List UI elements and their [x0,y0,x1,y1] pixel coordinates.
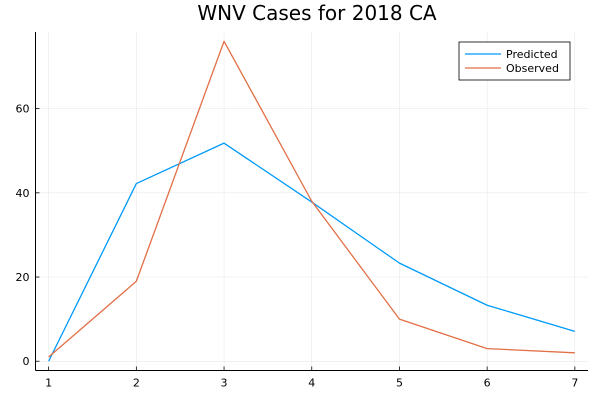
grid-layer [35,32,588,371]
x-tick-label: 6 [484,377,491,390]
y-tick-label: 0 [23,355,30,368]
x-tick-label: 3 [221,377,228,390]
axis-layer: 1 2 3 4 5 6 7 0 20 40 60 [16,32,588,390]
y-tick-label: 20 [16,271,30,284]
y-tick-label: 40 [16,187,30,200]
legend-label-predicted: Predicted [506,48,558,61]
series-line-observed [48,40,575,358]
x-tick-label: 7 [571,377,578,390]
legend-box [458,41,571,81]
series-layer [48,40,576,362]
x-tick-label: 1 [45,377,52,390]
chart-title: WNV Cases for 2018 CA [197,1,437,25]
y-tick-label: 60 [16,103,30,116]
x-tick-label: 4 [308,377,315,390]
legend-label-observed: Observed [506,62,559,75]
x-tick-label: 5 [396,377,403,390]
x-tick-label: 2 [133,377,140,390]
